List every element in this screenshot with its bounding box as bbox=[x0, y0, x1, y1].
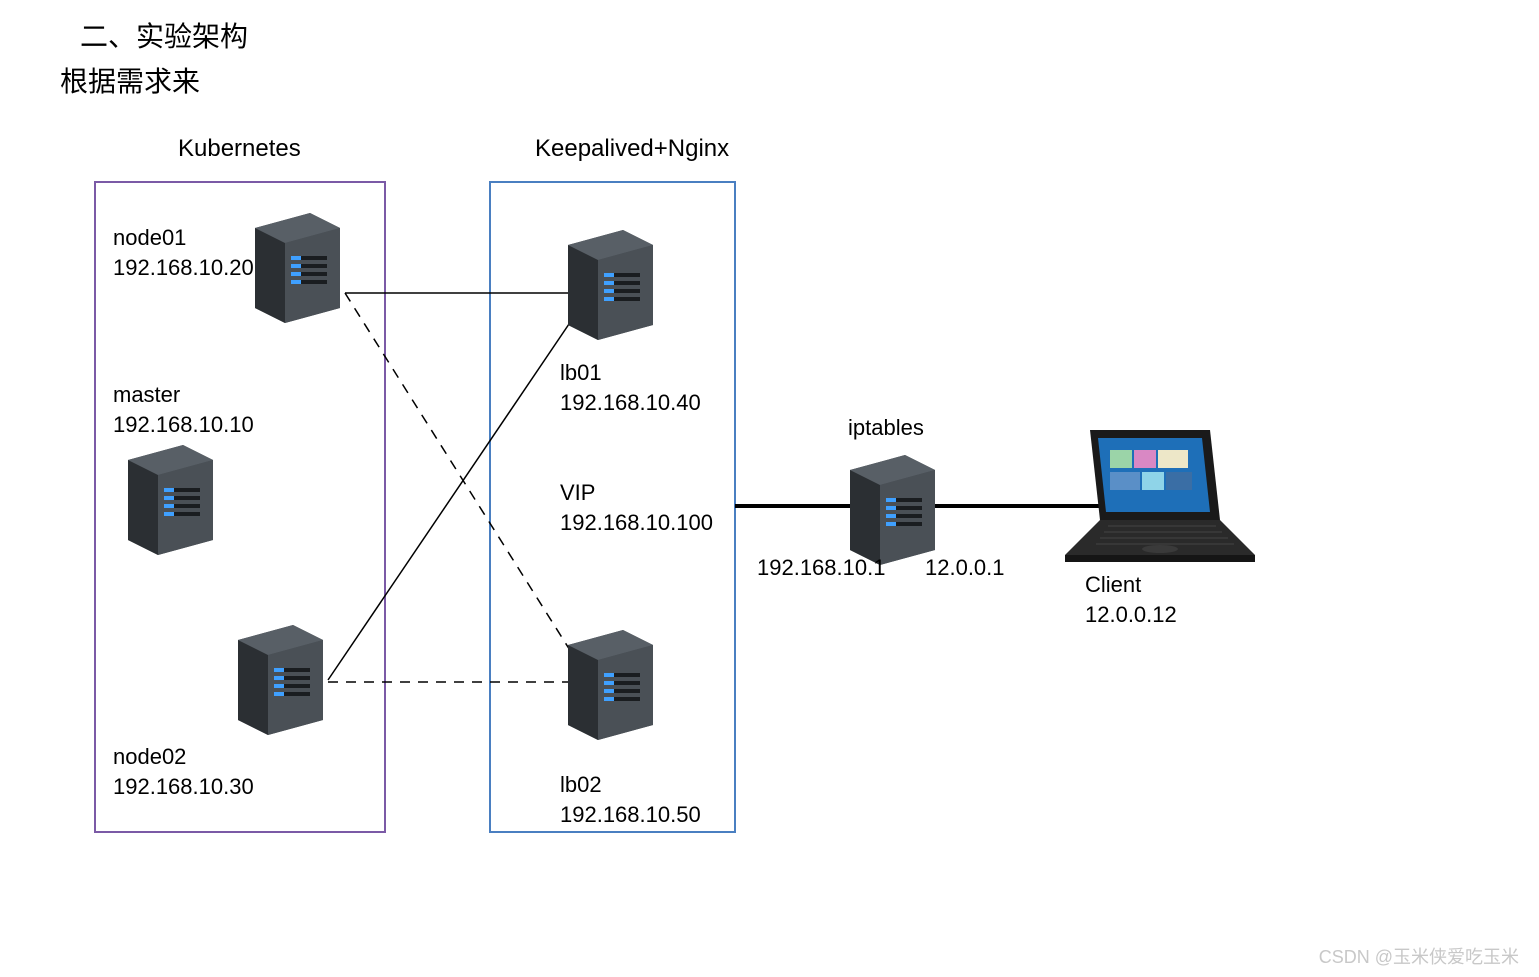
client-ip: 12.0.0.12 bbox=[1085, 602, 1177, 627]
server-lb02 bbox=[568, 630, 653, 740]
vip-label: VIP 192.168.10.100 bbox=[560, 478, 713, 537]
server-node02 bbox=[238, 625, 323, 735]
lb02-label: lb02 192.168.10.50 bbox=[560, 770, 701, 829]
master-name: master bbox=[113, 382, 180, 407]
lb02-name: lb02 bbox=[560, 772, 602, 797]
node01-name: node01 bbox=[113, 225, 186, 250]
watermark: CSDN @玉米侠爱吃玉米 bbox=[1319, 943, 1519, 969]
server-master bbox=[128, 445, 213, 555]
server-lb01 bbox=[568, 230, 653, 340]
lb01-label: lb01 192.168.10.40 bbox=[560, 358, 701, 417]
client-name: Client bbox=[1085, 572, 1141, 597]
server-iptables bbox=[850, 455, 935, 565]
node02-label: node02 192.168.10.30 bbox=[113, 742, 254, 801]
iptables-title-label: iptables bbox=[848, 413, 924, 443]
kubernetes-title: Kubernetes bbox=[178, 135, 301, 163]
node02-name: node02 bbox=[113, 744, 186, 769]
keepalived-title: Keepalived+Nginx bbox=[535, 135, 729, 163]
lb01-name: lb01 bbox=[560, 360, 602, 385]
iptables-ip-right: 12.0.0.1 bbox=[925, 553, 1005, 583]
iptables-name: iptables bbox=[848, 415, 924, 440]
lb01-ip: 192.168.10.40 bbox=[560, 390, 701, 415]
master-ip: 192.168.10.10 bbox=[113, 412, 254, 437]
node01-label: node01 192.168.10.20 bbox=[113, 223, 254, 282]
heading-section: 二、实验架构 bbox=[80, 15, 248, 55]
lb02-ip: 192.168.10.50 bbox=[560, 802, 701, 827]
node02-ip: 192.168.10.30 bbox=[113, 774, 254, 799]
node01-ip: 192.168.10.20 bbox=[113, 255, 254, 280]
client-laptop-icon bbox=[1065, 430, 1255, 562]
master-label: master 192.168.10.10 bbox=[113, 380, 254, 439]
edges bbox=[328, 293, 1130, 682]
server-node01 bbox=[255, 213, 340, 323]
client-label: Client 12.0.0.12 bbox=[1085, 570, 1177, 629]
heading-subtitle: 根据需求来 bbox=[60, 60, 200, 100]
vip-ip: 192.168.10.100 bbox=[560, 510, 713, 535]
vip-name: VIP bbox=[560, 480, 595, 505]
iptables-ip-left: 192.168.10.1 bbox=[757, 553, 885, 583]
